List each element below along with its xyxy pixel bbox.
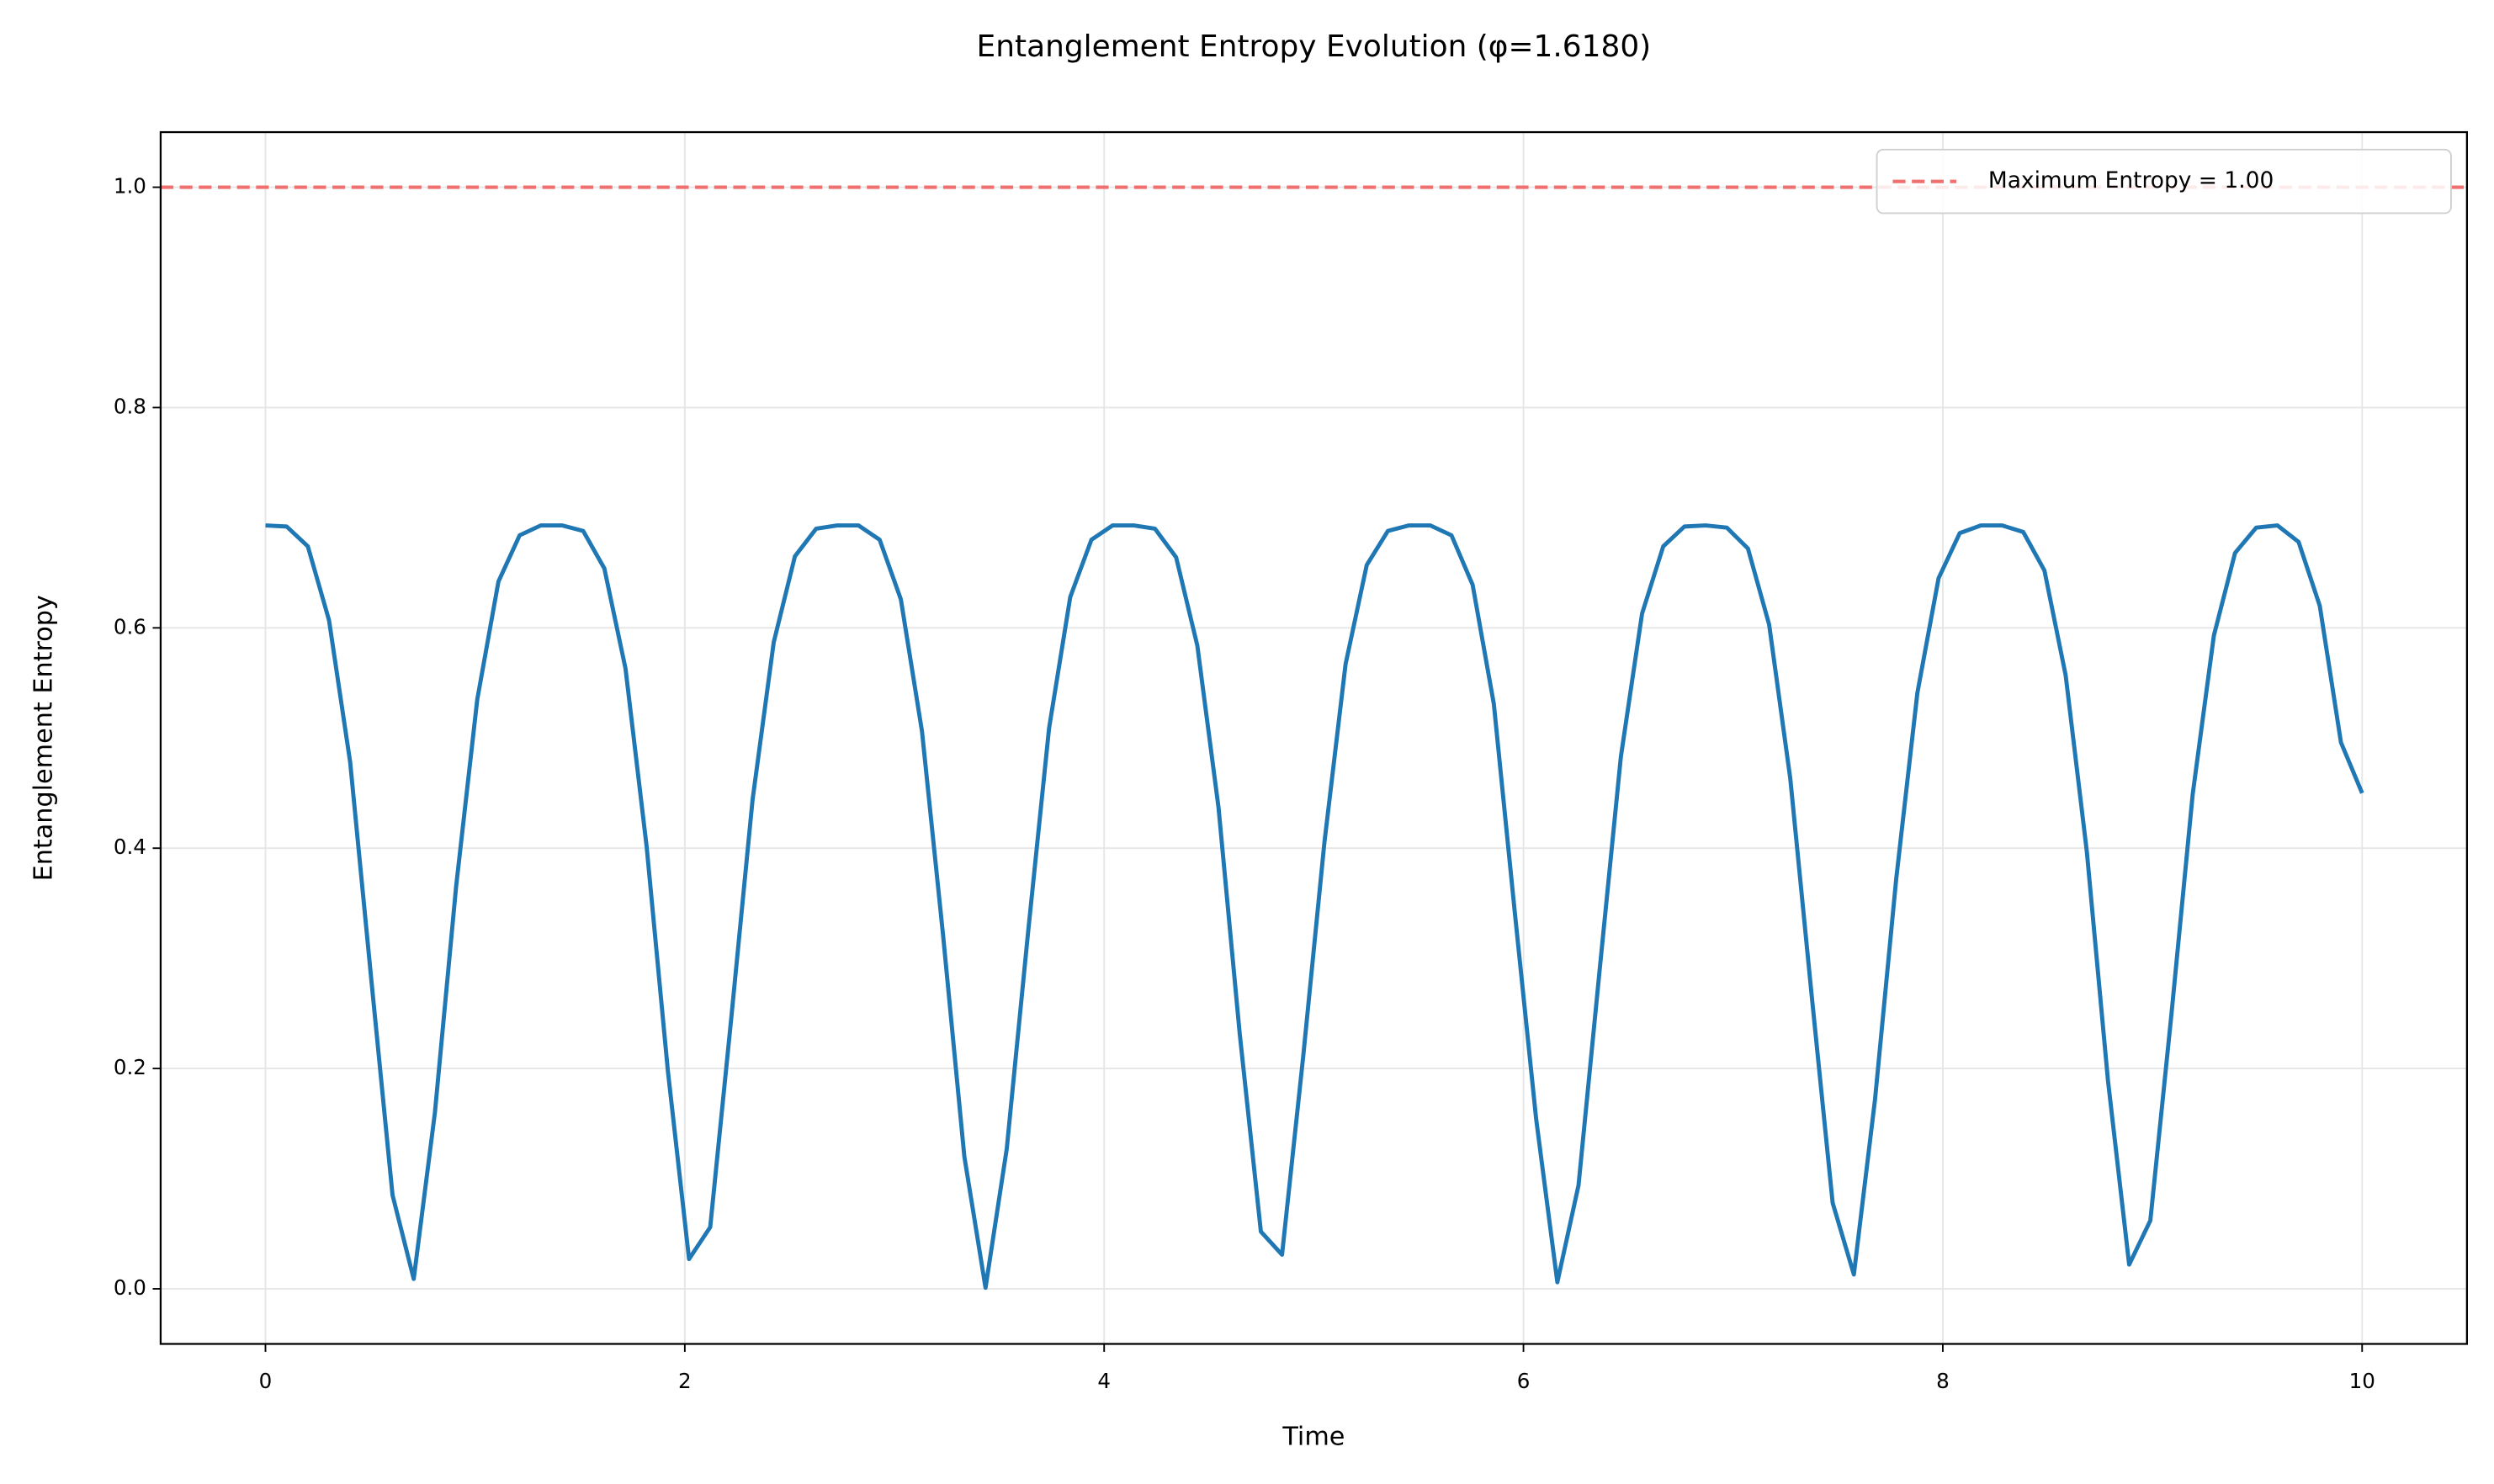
legend-box bbox=[1876, 148, 2452, 215]
x-tick-label: 6 bbox=[1517, 1369, 1531, 1393]
y-tick-label: 0.2 bbox=[114, 1055, 146, 1079]
x-axis-label: Time bbox=[1281, 1423, 1345, 1452]
y-axis-label: Entanglement Entropy bbox=[29, 595, 58, 881]
data-line bbox=[265, 523, 2364, 1291]
y-tick-label: 0.6 bbox=[114, 614, 146, 639]
y-tick-label: 0.4 bbox=[114, 835, 146, 859]
x-tick-label: 2 bbox=[678, 1369, 692, 1393]
legend: Maximum Entropy = 1.00 bbox=[1876, 148, 2452, 215]
x-tick-label: 0 bbox=[259, 1369, 273, 1393]
x-tick-label: 8 bbox=[1936, 1369, 1950, 1393]
legend-label: Maximum Entropy = 1.00 bbox=[1988, 167, 2274, 193]
y-tick-label: 1.0 bbox=[114, 174, 146, 199]
y-tick-label: 0.0 bbox=[114, 1275, 146, 1300]
x-tick-label: 10 bbox=[2349, 1369, 2375, 1393]
x-tick-label: 4 bbox=[1097, 1369, 1111, 1393]
chart-title: Entanglement Entropy Evolution (φ=1.6180… bbox=[977, 29, 1652, 64]
y-tick-label: 0.8 bbox=[114, 394, 146, 418]
plot-frame bbox=[159, 130, 2468, 1345]
